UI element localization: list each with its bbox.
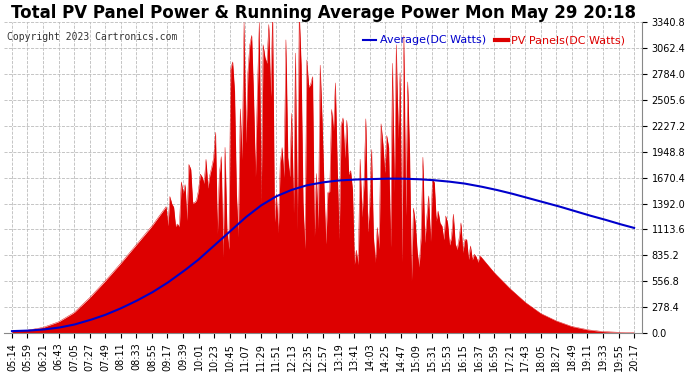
Title: Total PV Panel Power & Running Average Power Mon May 29 20:18: Total PV Panel Power & Running Average P… — [10, 4, 635, 22]
Text: Copyright 2023 Cartronics.com: Copyright 2023 Cartronics.com — [8, 32, 178, 42]
Legend: Average(DC Watts), PV Panels(DC Watts): Average(DC Watts), PV Panels(DC Watts) — [359, 31, 630, 50]
